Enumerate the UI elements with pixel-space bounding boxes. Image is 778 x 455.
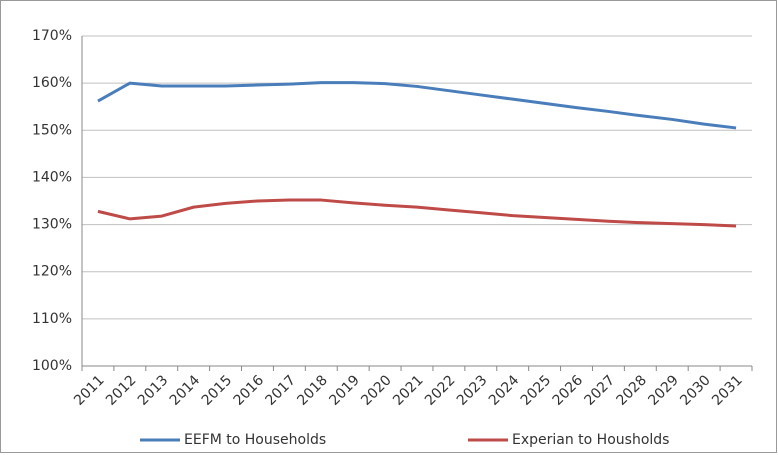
series-line [97,198,737,228]
y-tick-label: 100% [32,358,72,374]
y-tick-label: 170% [32,28,72,44]
y-tick-label: 120% [32,264,72,280]
y-tick-label: 130% [32,217,72,233]
series-line [97,81,737,130]
y-tick-label: 140% [32,169,72,185]
y-tick-label: 150% [32,122,72,138]
legend-label: Experian to Housholds [512,432,669,448]
y-tick-label: 110% [32,311,72,327]
y-tick-label: 160% [32,75,72,91]
legend-label: EEFM to Households [184,432,326,448]
